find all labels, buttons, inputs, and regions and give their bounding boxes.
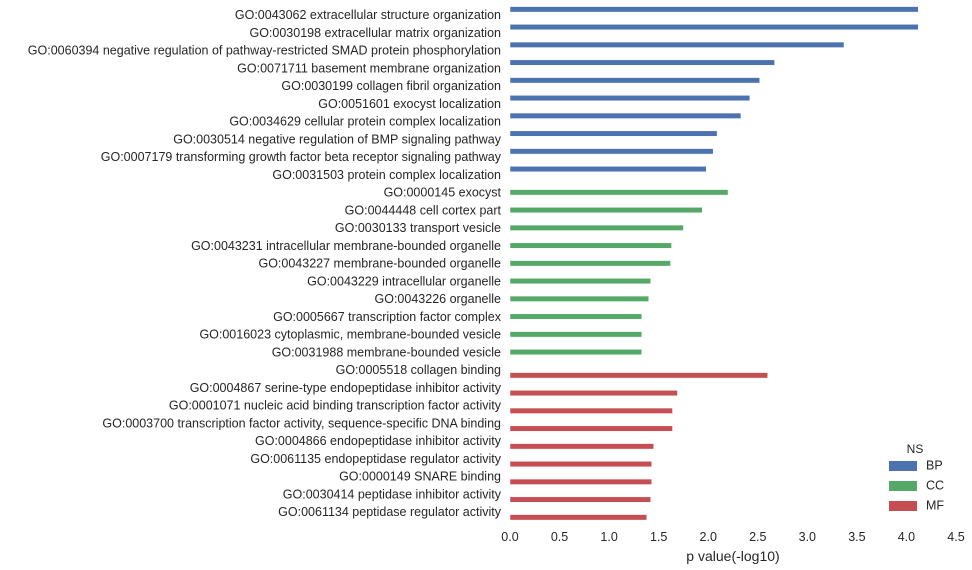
- bar-mf: [509, 461, 652, 468]
- category-label: GO:0030414 peptidase inhibitor activity: [283, 487, 502, 501]
- legend-swatch-bp: [889, 461, 917, 471]
- category-label: GO:0061135 endopeptidase regulator activ…: [250, 452, 501, 466]
- legend-swatch-cc: [889, 481, 917, 491]
- bar-mf: [509, 390, 678, 397]
- category-labels: GO:0043062 extracellular structure organ…: [28, 8, 502, 519]
- x-tick-label: 0.0: [501, 530, 518, 544]
- x-tick-label: 2.0: [700, 530, 717, 544]
- bar-mf: [509, 407, 673, 414]
- category-label: GO:0043226 organelle: [375, 292, 502, 306]
- x-tick-label: 3.5: [848, 530, 865, 544]
- bar-mf: [509, 443, 654, 450]
- category-label: GO:0031988 membrane-bounded vesicle: [272, 345, 501, 359]
- bar-cc: [509, 295, 650, 302]
- bar-cc: [509, 207, 703, 214]
- legend-label-bp: BP: [926, 458, 943, 472]
- bar-mf: [509, 372, 768, 379]
- legend-swatch-mf: [889, 501, 917, 511]
- bars-group: [509, 6, 919, 521]
- category-label: GO:0043229 intracellular organelle: [307, 274, 501, 288]
- category-label: GO:0000149 SNARE binding: [339, 470, 501, 484]
- bar-mf: [509, 496, 651, 503]
- x-axis-ticks: 0.0 0.5 1.0 1.5 2.0 2.5 3.0 3.5 4.0 4.5: [501, 530, 964, 544]
- legend-label-mf: MF: [926, 498, 944, 512]
- category-label: GO:0030198 extracellular matrix organiza…: [249, 26, 501, 40]
- bar-bp: [509, 24, 919, 31]
- category-label: GO:0003700 transcription factor activity…: [102, 416, 501, 430]
- x-axis-label: p value(-log10): [686, 548, 779, 564]
- category-label: GO:0000145 exocyst: [384, 186, 502, 200]
- x-tick-label: 3.0: [799, 530, 816, 544]
- category-label: GO:0031503 protein complex localization: [272, 168, 501, 182]
- bar-bp: [509, 77, 761, 84]
- x-tick-label: 0.5: [551, 530, 568, 544]
- bar-cc: [509, 331, 643, 338]
- bar-cc: [509, 278, 651, 285]
- x-tick-label: 4.5: [947, 530, 964, 544]
- category-label: GO:0030133 transport vesicle: [335, 221, 501, 235]
- legend-label-cc: CC: [926, 478, 944, 492]
- bar-mf: [509, 478, 652, 485]
- category-label: GO:0043227 membrane-bounded organelle: [258, 257, 501, 271]
- category-label: GO:0030199 collagen fibril organization: [281, 79, 501, 93]
- x-tick-label: 1.0: [600, 530, 617, 544]
- bar-cc: [509, 224, 684, 231]
- category-label: GO:0005667 transcription factor complex: [273, 310, 502, 324]
- category-label: GO:0007179 transforming growth factor be…: [101, 150, 502, 164]
- bar-bp: [509, 130, 718, 137]
- bar-bp: [509, 95, 751, 102]
- x-tick-label: 1.5: [650, 530, 667, 544]
- bar-cc: [509, 242, 672, 249]
- bar-cc: [509, 189, 729, 196]
- category-label: GO:0005518 collagen binding: [336, 363, 501, 377]
- bar-bp: [509, 41, 845, 48]
- category-label: GO:0034629 cellular protein complex loca…: [229, 115, 501, 129]
- category-label: GO:0030514 negative regulation of BMP si…: [173, 132, 502, 146]
- bar-mf: [509, 514, 648, 521]
- bar-bp: [509, 148, 714, 155]
- category-label: GO:0016023 cytoplasmic, membrane-bounded…: [199, 328, 501, 342]
- legend: NS BP CC MF: [889, 442, 944, 512]
- bar-bp: [509, 166, 707, 173]
- bar-cc: [509, 260, 671, 267]
- bar-mf: [509, 425, 673, 432]
- category-label: GO:0043231 intracellular membrane-bounde…: [191, 239, 501, 253]
- x-tick-label: 2.5: [749, 530, 766, 544]
- category-label: GO:0044448 cell cortex part: [345, 203, 502, 217]
- category-label: GO:0043062 extracellular structure organ…: [235, 8, 501, 22]
- category-label: GO:0001071 nucleic acid binding transcri…: [169, 399, 502, 413]
- bar-bp: [509, 112, 742, 119]
- category-label: GO:0051601 exocyst localization: [318, 97, 501, 111]
- category-label: GO:0004866 endopeptidase inhibitor activ…: [255, 434, 502, 448]
- category-label: GO:0071711 basement membrane organizatio…: [237, 61, 501, 75]
- legend-title: NS: [907, 442, 924, 456]
- bar-bp: [509, 59, 775, 66]
- x-tick-label: 4.0: [898, 530, 915, 544]
- category-label: GO:0060394 negative regulation of pathwa…: [28, 44, 501, 58]
- bar-cc: [509, 349, 643, 356]
- category-label: GO:0061134 peptidase regulator activity: [278, 505, 502, 519]
- bar-bp: [509, 6, 919, 13]
- bar-cc: [509, 313, 643, 320]
- category-label: GO:0004867 serine-type endopeptidase inh…: [190, 381, 502, 395]
